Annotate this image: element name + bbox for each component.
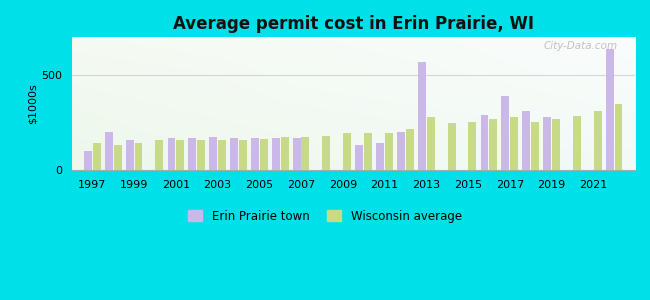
Bar bbox=[406, 129, 414, 170]
Bar bbox=[573, 116, 580, 170]
Y-axis label: $1000s: $1000s bbox=[28, 83, 38, 124]
Bar bbox=[155, 140, 163, 170]
Bar bbox=[188, 138, 196, 170]
Bar bbox=[322, 136, 330, 170]
Bar bbox=[260, 139, 268, 170]
Bar bbox=[302, 137, 309, 170]
Bar bbox=[356, 145, 363, 170]
Bar bbox=[552, 119, 560, 170]
Bar bbox=[272, 138, 280, 170]
Bar bbox=[593, 111, 602, 170]
Bar bbox=[251, 138, 259, 170]
Bar bbox=[105, 132, 113, 170]
Bar bbox=[114, 145, 122, 170]
Bar bbox=[176, 140, 184, 170]
Bar bbox=[209, 137, 217, 170]
Bar bbox=[364, 133, 372, 170]
Bar bbox=[385, 133, 393, 170]
Bar bbox=[418, 62, 426, 170]
Bar bbox=[426, 117, 435, 170]
Bar bbox=[292, 138, 301, 170]
Bar bbox=[489, 119, 497, 170]
Bar bbox=[168, 138, 176, 170]
Bar bbox=[281, 137, 289, 170]
Bar bbox=[543, 117, 551, 170]
Bar bbox=[230, 138, 238, 170]
Bar bbox=[84, 151, 92, 170]
Bar bbox=[397, 132, 405, 170]
Bar bbox=[523, 111, 530, 170]
Title: Average permit cost in Erin Prairie, WI: Average permit cost in Erin Prairie, WI bbox=[173, 15, 534, 33]
Bar bbox=[480, 115, 489, 170]
Bar bbox=[501, 96, 510, 170]
Bar bbox=[218, 140, 226, 170]
Bar bbox=[197, 140, 205, 170]
Bar bbox=[343, 133, 351, 170]
Bar bbox=[376, 143, 384, 170]
Bar bbox=[239, 140, 247, 170]
Bar bbox=[448, 122, 456, 170]
Bar bbox=[531, 122, 539, 170]
Bar bbox=[135, 143, 142, 170]
Bar bbox=[606, 49, 614, 170]
Bar bbox=[469, 122, 476, 170]
Legend: Erin Prairie town, Wisconsin average: Erin Prairie town, Wisconsin average bbox=[183, 205, 467, 227]
Bar bbox=[510, 117, 518, 170]
Text: City-Data.com: City-Data.com bbox=[544, 41, 618, 51]
Bar bbox=[614, 103, 623, 170]
Bar bbox=[125, 140, 134, 170]
Bar bbox=[93, 143, 101, 170]
